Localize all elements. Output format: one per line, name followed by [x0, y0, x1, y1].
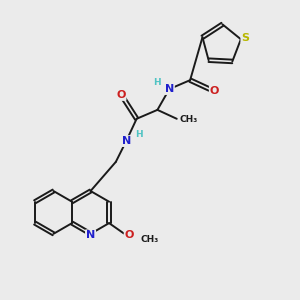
Text: CH₃: CH₃: [140, 235, 158, 244]
Text: O: O: [116, 90, 126, 100]
Text: N: N: [86, 230, 95, 240]
Text: H: H: [153, 78, 160, 87]
Text: O: O: [124, 230, 134, 240]
Text: H: H: [135, 130, 142, 139]
Text: S: S: [241, 33, 249, 43]
Text: N: N: [122, 136, 131, 146]
Text: N: N: [165, 84, 174, 94]
Text: O: O: [210, 85, 219, 96]
Text: CH₃: CH₃: [180, 115, 198, 124]
